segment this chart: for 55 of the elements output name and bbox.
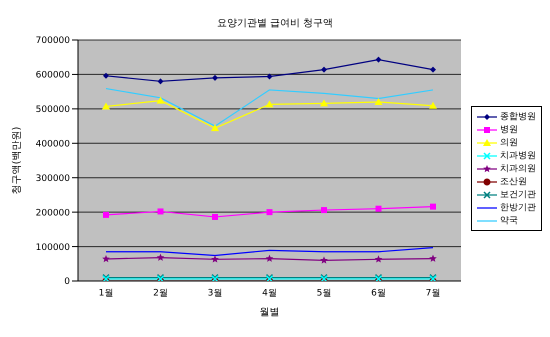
x-axis-title: 월별 [260,307,280,318]
point [321,207,327,214]
point [158,208,164,214]
legend-label: 병원 [500,124,518,136]
point [211,124,219,132]
point [429,102,437,109]
y-tick-label: 400000 [36,139,70,150]
point [266,73,272,80]
y-tick-label: 200000 [36,208,70,218]
x-tick-label: 2월 [153,288,168,298]
point [321,66,327,73]
point [376,206,382,212]
x-tick-label: 4월 [262,288,277,298]
x-tick-label: 6월 [371,288,386,298]
point [103,212,109,218]
point [376,56,382,63]
point [266,100,274,108]
x-tick-label: 3월 [208,288,222,298]
point [156,254,164,261]
point [320,256,328,264]
point [374,98,382,105]
y-tick-label: 300000 [36,174,70,184]
legend-label: 종합병원 [500,111,536,123]
legend-label: 치과의원 [500,163,536,175]
y-tick-label: 100000 [36,242,70,253]
point [429,254,437,262]
point [103,72,109,79]
legend-label: 조산원 [500,176,527,188]
point [430,66,436,73]
x-tick-label: 1월 [98,288,114,298]
point [320,99,328,106]
x-tick-label: 7월 [426,288,440,298]
point [158,78,164,84]
point [374,255,382,263]
y-tick-label: 0 [64,277,70,288]
point [156,96,164,104]
point [430,204,436,210]
legend-label: 보건기관 [500,189,536,201]
legend-label: 한방기관 [500,202,536,214]
point [211,255,219,263]
y-tick-label: 600000 [36,70,70,81]
point [266,209,272,216]
y-tick-label: 500000 [36,105,70,116]
point [102,102,110,110]
point [212,214,218,220]
point [212,74,218,81]
legend-label: 의원 [500,137,518,149]
legend-label: 치과병원 [500,150,536,162]
x-tick-label: 5월 [316,288,332,298]
point [102,254,110,262]
y-tick-label: 700000 [36,36,70,46]
legend-label: 약국 [500,215,518,227]
chart-title: 요양기관별 급여비 청구액 [216,17,334,30]
y-axis-title: 청구액(백만원) [12,126,23,194]
point [266,254,274,262]
